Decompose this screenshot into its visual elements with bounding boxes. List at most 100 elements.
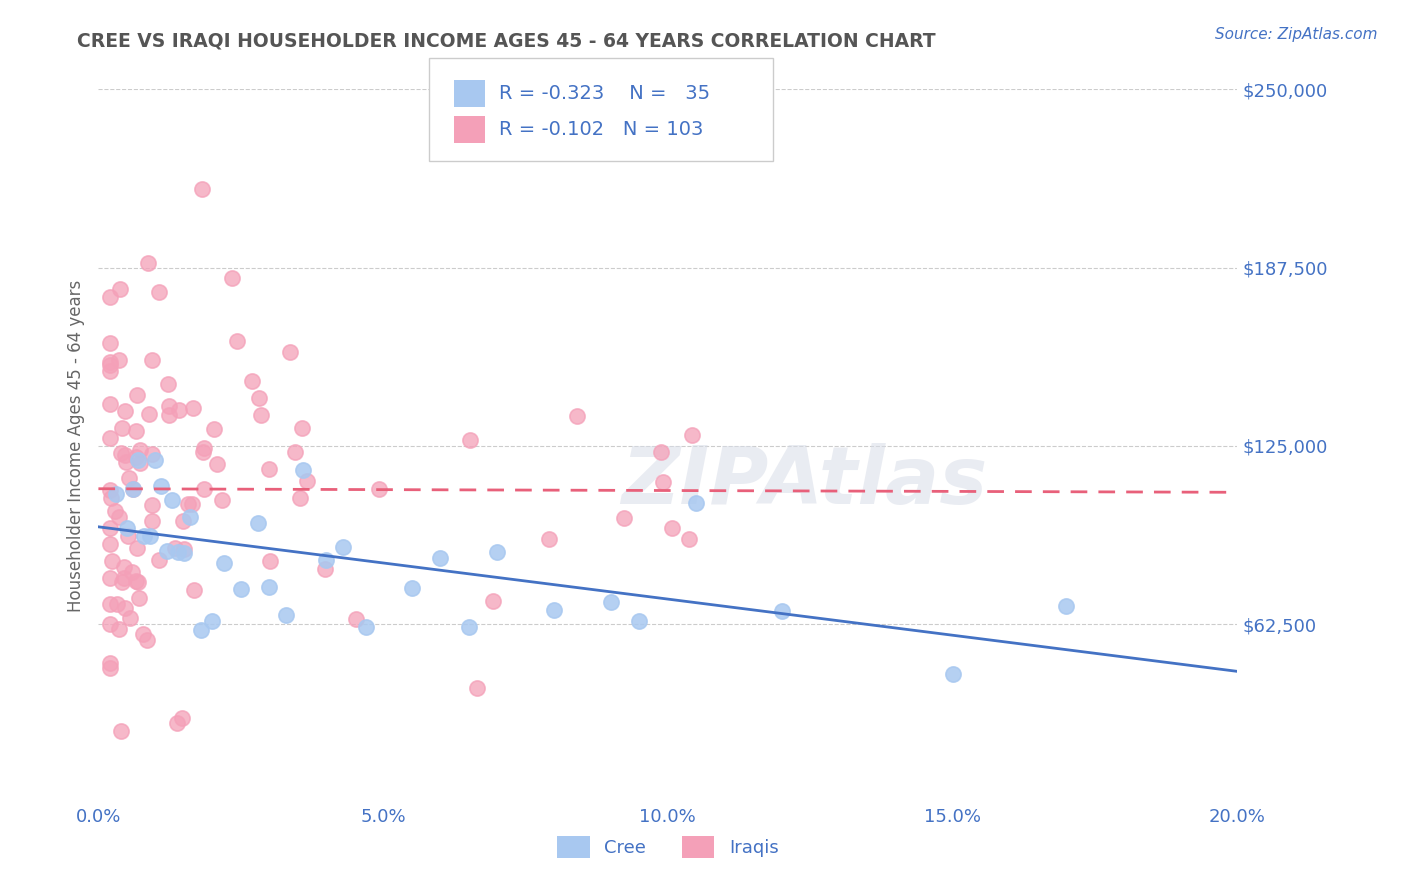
Point (150, 479, 173, 493)
Point (465, 681, 488, 695)
Point (284, 444, 307, 458)
Point (100, 554, 122, 568)
Point (98, 355, 121, 369)
Point (141, 447, 163, 461)
Point (225, 334, 247, 348)
Point (1056, 599, 1078, 614)
Point (247, 391, 270, 405)
Point (401, 581, 423, 595)
Point (132, 528, 155, 542)
Point (246, 516, 269, 530)
Point (115, 455, 138, 469)
Point (221, 271, 243, 285)
Point (344, 612, 367, 626)
Point (354, 620, 377, 634)
Point (98, 397, 121, 411)
Point (600, 595, 623, 609)
Point (205, 457, 228, 471)
Point (98, 359, 121, 373)
Point (107, 622, 129, 636)
Point (179, 510, 201, 524)
Point (211, 492, 233, 507)
Point (98, 656, 121, 670)
Point (117, 529, 139, 543)
Point (98, 597, 121, 611)
Point (111, 574, 134, 589)
Point (202, 422, 225, 436)
Point (157, 408, 180, 422)
Point (314, 562, 336, 576)
Point (115, 521, 138, 535)
Point (98, 363, 121, 377)
Point (458, 433, 481, 447)
Point (613, 510, 636, 524)
Point (141, 352, 163, 367)
Point (543, 603, 565, 617)
Point (177, 497, 200, 511)
Point (100, 491, 122, 505)
Point (259, 580, 281, 594)
Point (240, 374, 263, 388)
Point (291, 420, 314, 434)
Point (565, 409, 588, 423)
Point (288, 491, 311, 505)
Point (127, 575, 149, 590)
Point (98, 571, 121, 585)
Point (118, 470, 141, 484)
Point (292, 463, 315, 477)
Point (167, 545, 190, 559)
Point (315, 553, 337, 567)
Point (297, 474, 319, 488)
Point (183, 401, 205, 415)
Point (167, 402, 190, 417)
Point (121, 565, 143, 579)
Point (141, 514, 163, 528)
Point (141, 499, 163, 513)
Point (173, 541, 195, 556)
Point (685, 496, 707, 510)
Point (127, 453, 149, 467)
Point (538, 532, 561, 546)
Point (250, 408, 273, 422)
Point (163, 541, 186, 556)
Point (148, 285, 170, 299)
Point (193, 441, 215, 455)
Point (104, 487, 127, 501)
Point (368, 482, 391, 496)
Point (122, 482, 145, 496)
Point (170, 711, 193, 725)
Point (112, 571, 135, 585)
Text: R = -0.323    N =   35: R = -0.323 N = 35 (499, 84, 710, 103)
Point (114, 448, 136, 462)
Point (135, 633, 157, 648)
Point (162, 492, 184, 507)
Point (429, 550, 451, 565)
Point (125, 424, 148, 438)
Point (486, 545, 509, 559)
Point (259, 554, 281, 568)
Legend: Cree, Iraqis: Cree, Iraqis (550, 829, 786, 865)
Point (128, 457, 150, 471)
Point (127, 387, 149, 401)
Point (98, 537, 121, 551)
Point (183, 582, 205, 597)
Point (770, 603, 793, 617)
Point (652, 475, 675, 490)
Point (138, 529, 160, 543)
Point (112, 559, 135, 574)
Point (138, 408, 160, 422)
Point (132, 627, 155, 641)
Point (104, 504, 127, 518)
Point (280, 345, 302, 359)
Point (105, 597, 128, 611)
Point (661, 521, 683, 535)
Point (148, 553, 170, 567)
Point (111, 421, 134, 435)
Point (98, 661, 121, 675)
Point (110, 724, 132, 739)
Point (114, 403, 136, 417)
Point (125, 541, 148, 556)
Point (121, 482, 143, 496)
Point (201, 615, 224, 629)
Point (125, 450, 148, 464)
